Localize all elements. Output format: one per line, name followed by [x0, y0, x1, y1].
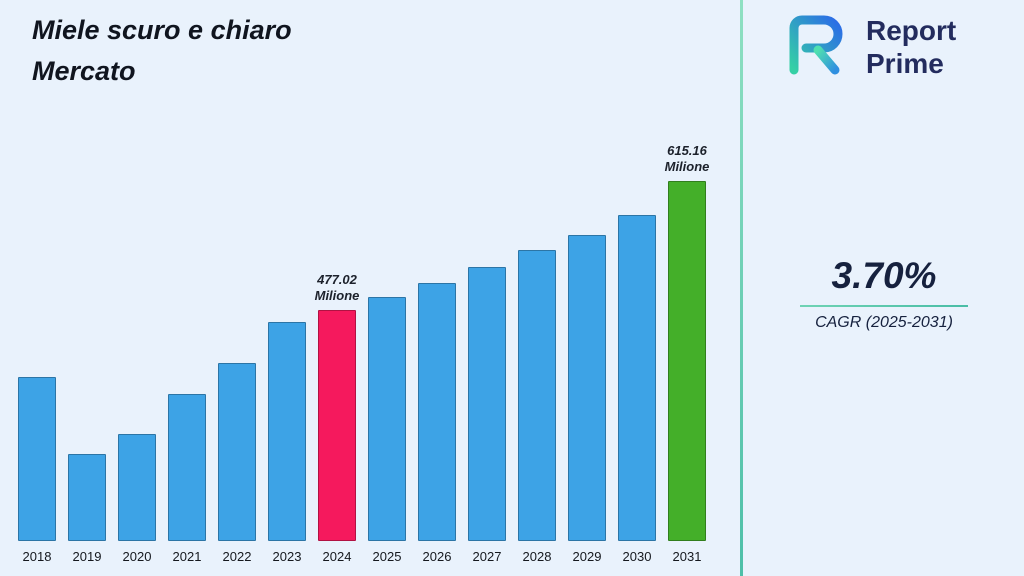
- bar-group-2030: 2030: [618, 215, 656, 564]
- title-line-1: Miele scuro e chiaro: [32, 15, 292, 45]
- x-axis-label-2027: 2027: [472, 549, 502, 564]
- bar-2031: 615.16 Milione: [665, 143, 709, 541]
- bar-group-2022: 2022: [218, 363, 256, 564]
- bar-group-2025: 2025: [368, 297, 406, 564]
- bar-group-2026: 2026: [418, 283, 456, 564]
- bar-2022: [218, 363, 256, 541]
- bar-group-2020: 2020: [118, 434, 156, 564]
- bar-2026: [418, 283, 456, 541]
- bar-2025: [368, 297, 406, 541]
- bar-group-2023: 2023: [268, 322, 306, 564]
- x-axis-label-2031: 2031: [672, 549, 702, 564]
- x-axis-label-2028: 2028: [522, 549, 552, 564]
- bar-2027: [468, 267, 506, 541]
- x-axis-label-2022: 2022: [222, 549, 252, 564]
- bar-2020: [118, 434, 156, 541]
- bar-2023: [268, 322, 306, 541]
- bar-chart: 2018 2019 2020 2021 2022 2023 477.02 Milione 20…: [18, 143, 718, 565]
- bar-group-2031: 615.16 Milione 2031: [665, 143, 710, 565]
- report-prime-logo-icon: [778, 12, 854, 83]
- x-axis-label-2025: 2025: [372, 549, 402, 564]
- page-title: Miele scuro e chiaro Mercato: [32, 10, 292, 91]
- bar-group-2029: 2029: [568, 235, 606, 564]
- x-axis-label-2020: 2020: [122, 549, 152, 564]
- x-axis-label-2024: 2024: [322, 549, 352, 564]
- cagr-stat: 3.70% CAGR (2025-2031): [800, 255, 968, 332]
- bar-annotation-2031: 615.16 Milione: [664, 142, 710, 174]
- logo-word-prime: Prime: [866, 47, 944, 79]
- logo-wordmark: Report Prime: [866, 15, 956, 79]
- bar-2028: [518, 250, 556, 541]
- cagr-label: CAGR (2025-2031): [815, 314, 953, 331]
- bar-group-2018: 2018: [18, 377, 56, 564]
- bar-2029: [568, 235, 606, 541]
- bar-group-2024: 477.02 Milione 2024: [315, 272, 360, 565]
- report-prime-logo: Report Prime: [778, 12, 956, 83]
- x-axis-label-2030: 2030: [622, 549, 652, 564]
- x-axis-label-2021: 2021: [172, 549, 202, 564]
- x-axis-label-2029: 2029: [572, 549, 602, 564]
- bar-2021: [168, 394, 206, 541]
- x-axis-label-2018: 2018: [22, 549, 52, 564]
- bar-group-2019: 2019: [68, 454, 106, 564]
- bar-group-2028: 2028: [518, 250, 556, 564]
- bar-2019: [68, 454, 106, 541]
- cagr-value: 3.70%: [831, 255, 937, 296]
- bar-group-2027: 2027: [468, 267, 506, 564]
- cagr-underline: [800, 305, 968, 307]
- x-axis-label-2026: 2026: [422, 549, 452, 564]
- bar-2018: [18, 377, 56, 541]
- bar-annotation-2024: 477.02 Milione: [314, 271, 360, 303]
- x-axis-label-2023: 2023: [272, 549, 302, 564]
- logo-word-report: Report: [866, 15, 957, 47]
- bar-group-2021: 2021: [168, 394, 206, 564]
- vertical-divider: [740, 0, 743, 576]
- title-line-2: Mercato: [32, 55, 136, 86]
- x-axis-label-2019: 2019: [72, 549, 102, 564]
- bar-2030: [618, 215, 656, 541]
- bars: 2018 2019 2020 2021 2022 2023 477.02 Milione 20…: [18, 143, 718, 565]
- bar-2024: 477.02 Milione: [315, 272, 359, 541]
